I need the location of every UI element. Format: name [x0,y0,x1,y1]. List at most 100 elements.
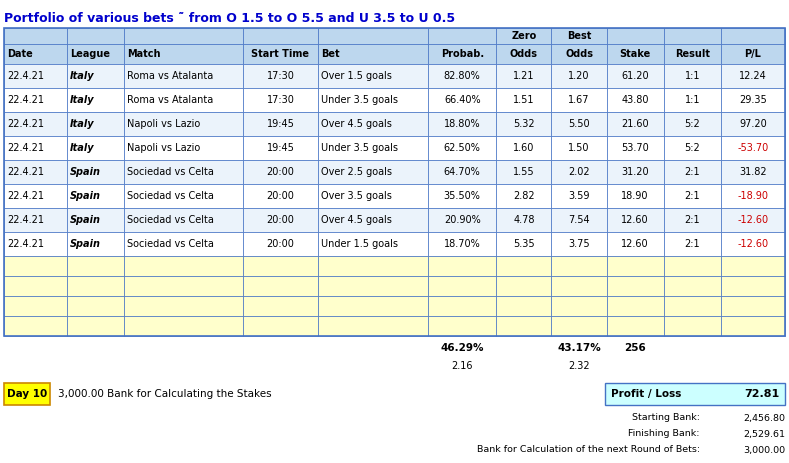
Text: 35.50%: 35.50% [443,191,481,201]
Text: Bank for Calculation of the next Round of Bets:: Bank for Calculation of the next Round o… [477,445,700,455]
Bar [4,184,67,208]
Text: Match: Match [127,49,161,59]
Bar [607,88,664,112]
Text: 20:00: 20:00 [267,239,294,249]
Bar [552,28,607,44]
Bar [318,28,428,44]
Text: Stake: Stake [619,49,651,59]
Bar [721,256,785,276]
Bar [664,136,721,160]
Bar [4,160,67,184]
Text: 5.32: 5.32 [513,119,535,129]
Text: 3.59: 3.59 [568,191,589,201]
Bar [4,112,67,136]
Text: 3.75: 3.75 [568,239,590,249]
Bar [428,28,496,44]
Text: Napoli vs Lazio: Napoli vs Lazio [127,143,200,153]
Bar [496,28,552,44]
Bar [318,64,428,88]
Bar [67,296,124,316]
Text: Italy: Italy [69,119,95,129]
Text: Finishing Bank:: Finishing Bank: [629,430,700,438]
Bar [721,160,785,184]
Bar [124,208,243,232]
Bar [243,232,318,256]
Text: 31.82: 31.82 [739,167,767,177]
Bar [721,184,785,208]
Bar [552,184,607,208]
Text: 19:45: 19:45 [267,119,294,129]
Bar [664,160,721,184]
Text: 2:1: 2:1 [685,167,701,177]
Text: Under 3.5 goals: Under 3.5 goals [321,95,398,105]
Bar [318,184,428,208]
Bar [496,136,552,160]
Bar [552,112,607,136]
Text: Roma vs Atalanta: Roma vs Atalanta [127,71,213,81]
Text: 2.32: 2.32 [568,361,590,371]
Text: 43.17%: 43.17% [557,343,601,353]
Bar [664,64,721,88]
Text: 19:45: 19:45 [267,143,294,153]
Bar [67,64,124,88]
Text: 20.90%: 20.90% [444,215,481,225]
Text: Profit / Loss: Profit / Loss [611,389,682,399]
Bar [318,160,428,184]
Bar [721,276,785,296]
Bar [124,184,243,208]
Text: Date: Date [7,49,33,59]
Bar [496,296,552,316]
Bar [4,276,67,296]
Text: 7.54: 7.54 [568,215,590,225]
Bar [664,296,721,316]
Bar [124,136,243,160]
Text: 4.78: 4.78 [513,215,535,225]
Bar [607,64,664,88]
Text: Under 3.5 goals: Under 3.5 goals [321,143,398,153]
Bar [243,64,318,88]
Bar [721,232,785,256]
Bar [552,44,607,64]
Bar [552,256,607,276]
Text: 46.29%: 46.29% [440,343,484,353]
Bar [496,232,552,256]
Text: Italy: Italy [69,71,95,81]
Bar [318,256,428,276]
Bar [607,296,664,316]
Bar [124,316,243,336]
Bar [664,88,721,112]
Bar [243,208,318,232]
Bar [67,160,124,184]
Bar [552,136,607,160]
Bar [428,208,496,232]
Bar [607,28,664,44]
Text: Odds: Odds [510,49,538,59]
Text: 12.24: 12.24 [739,71,767,81]
Text: Italy: Italy [69,143,95,153]
Bar [664,184,721,208]
Text: Sociedad vs Celta: Sociedad vs Celta [127,215,214,225]
Bar [243,28,318,44]
Bar [552,88,607,112]
Bar [243,88,318,112]
Bar [607,136,664,160]
Bar [664,232,721,256]
Bar [428,184,496,208]
Bar [4,64,67,88]
Bar [67,136,124,160]
Text: Start Time: Start Time [252,49,309,59]
Bar [318,136,428,160]
Bar [318,316,428,336]
Text: 66.40%: 66.40% [444,95,481,105]
Text: 53.70: 53.70 [621,143,649,153]
Bar [428,160,496,184]
Bar [67,44,124,64]
Bar [721,28,785,44]
Text: 22.4.21: 22.4.21 [7,191,44,201]
Bar [607,208,664,232]
Text: 1:1: 1:1 [685,71,700,81]
Bar [721,88,785,112]
Bar [243,296,318,316]
Bar [67,276,124,296]
Bar [552,296,607,316]
